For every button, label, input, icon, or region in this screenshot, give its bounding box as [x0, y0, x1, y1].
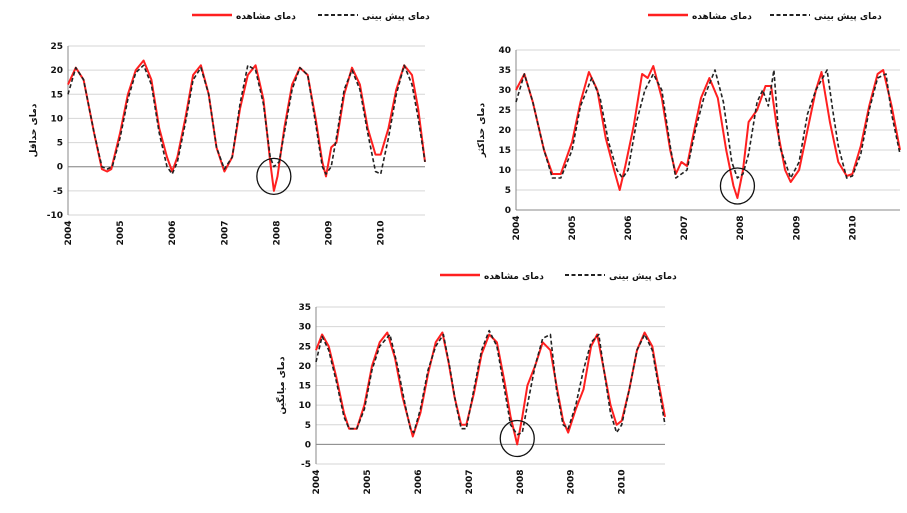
y-tick-label: 10	[298, 401, 311, 411]
y-axis-label: دمای میانگین	[275, 356, 287, 414]
x-tick-label: 2005	[568, 215, 578, 240]
y-tick-label: 15	[298, 382, 311, 392]
y-tick-label: 20	[498, 126, 511, 136]
x-tick-label: 2009	[567, 469, 577, 494]
predicted-series-line	[515, 69, 901, 179]
legend-observed-label: دمای مشاهده	[692, 12, 752, 22]
y-tick-label: 15	[498, 146, 511, 156]
chart-2: 0 5 10 15 20 25 30 35 40 2004 2005 2006 2007 2008 2009…	[477, 12, 901, 241]
y-tick-label: -5	[301, 460, 311, 470]
x-tick-label: 2007	[220, 220, 230, 245]
x-tick-label: 2008	[736, 215, 746, 240]
x-tick-label: 2010	[618, 469, 628, 494]
y-tick-label: 30	[298, 323, 311, 333]
chart-3: -5 0 5 10 15 20 25 30 35 2004 2005 2006 2007 2008 2009…	[275, 272, 677, 495]
y-tick-label: 20	[298, 362, 311, 372]
y-tick-label: 0	[505, 206, 511, 216]
annotation-circle	[719, 167, 756, 205]
legend-predicted-label: دمای پیش بینی	[609, 272, 677, 282]
annotation-circle	[499, 419, 535, 458]
x-tick-label: 2006	[414, 469, 424, 494]
legend-predicted-label: دمای پیش بینی	[814, 12, 882, 22]
y-tick-label: 15	[50, 90, 63, 100]
y-tick-label: 10	[498, 166, 511, 176]
y-tick-label: -10	[47, 211, 63, 221]
y-tick-label: 25	[298, 342, 311, 352]
observed-series-line	[67, 59, 426, 192]
x-tick-label: 2010	[377, 220, 387, 245]
y-tick-label: 20	[50, 66, 63, 76]
x-tick-label: 2005	[116, 220, 126, 245]
y-axis-label: دمای حداقل	[29, 103, 39, 157]
y-tick-label: -5	[53, 187, 63, 197]
y-tick-label: 30	[498, 86, 511, 96]
y-tick-label: 35	[498, 66, 511, 76]
y-tick-label: 40	[498, 46, 511, 56]
y-tick-label: 25	[50, 42, 63, 52]
x-tick-label: 2010	[848, 215, 858, 240]
predicted-series-line	[315, 329, 666, 436]
x-tick-label: 2008	[516, 469, 526, 494]
x-tick-label: 2004	[64, 220, 74, 245]
annotation-circle	[256, 157, 292, 196]
chart-1: -10 -5 0 5 10 15 20 25 2004 2005 2006 2007 2008 2009 2…	[29, 12, 430, 246]
y-tick-label: 35	[298, 303, 311, 313]
y-tick-label: 0	[305, 440, 311, 450]
x-tick-label: 2004	[312, 469, 322, 494]
y-tick-label: 5	[57, 139, 63, 149]
legend-predicted-label: دمای پیش بینی	[362, 12, 430, 22]
y-tick-label: 5	[305, 421, 311, 431]
predicted-series-line	[67, 64, 426, 175]
x-tick-label: 2005	[363, 469, 373, 494]
x-tick-label: 2007	[680, 215, 690, 240]
y-axis-label: دمای حداکثر	[477, 103, 487, 159]
y-tick-label: 10	[50, 114, 63, 124]
x-tick-label: 2007	[465, 469, 475, 494]
x-tick-label: 2009	[792, 215, 802, 240]
x-tick-label: 2008	[272, 220, 282, 245]
y-tick-label: 5	[505, 186, 511, 196]
x-tick-label: 2006	[168, 220, 178, 245]
x-tick-label: 2009	[325, 220, 335, 245]
legend-observed-label: دمای مشاهده	[484, 272, 544, 282]
observed-series-line	[515, 65, 901, 199]
x-tick-label: 2004	[512, 215, 522, 240]
y-tick-label: 25	[498, 106, 511, 116]
x-tick-label: 2006	[624, 215, 634, 240]
legend-observed-label: دمای مشاهده	[236, 12, 296, 22]
y-tick-label: 0	[57, 163, 63, 173]
